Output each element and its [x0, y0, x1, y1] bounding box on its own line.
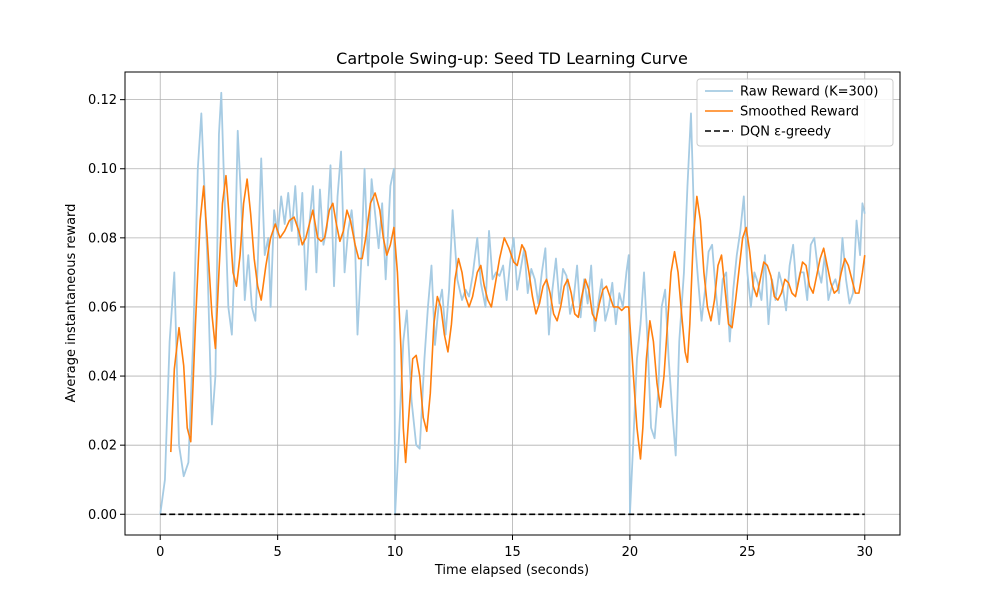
x-tick-label: 30: [856, 545, 873, 560]
x-axis: 0 5 10 15 20 25 30: [156, 535, 873, 560]
x-tick-label: 15: [504, 545, 521, 560]
x-tick-label: 25: [739, 545, 756, 560]
y-axis-label: Average instantaneous reward: [64, 204, 79, 403]
plot-area: [159, 91, 866, 516]
y-tick-label: 0.10: [88, 162, 117, 177]
x-tick-label: 20: [622, 545, 639, 560]
legend-box: [696, 78, 894, 147]
legend-label: Raw Reward (K=300): [740, 85, 878, 100]
y-axis: 0.00 0.02 0.04 0.06 0.08 0.10 0.12: [88, 93, 125, 523]
raw-reward-line: [159, 91, 866, 516]
y-tick-label: 0.00: [88, 508, 117, 523]
y-tick-label: 0.02: [88, 439, 117, 454]
y-tick-label: 0.04: [88, 370, 117, 385]
y-tick-label: 0.06: [88, 300, 117, 315]
y-tick-label: 0.08: [88, 231, 117, 246]
x-tick-label: 5: [274, 545, 282, 560]
legend-label: Smoothed Reward: [740, 105, 859, 120]
smoothed-reward-line: [170, 174, 866, 464]
y-tick-label: 0.12: [88, 93, 117, 108]
legend: Raw Reward (K=300) Smoothed Reward DQN ε-g…: [696, 78, 894, 147]
chart-title: Cartpole Swing-up: Seed TD Learning Curv…: [336, 49, 688, 68]
x-axis-label: Time elapsed (seconds): [434, 563, 589, 578]
legend-label: DQN ε-greedy: [740, 125, 831, 140]
x-tick-label: 10: [387, 545, 404, 560]
x-tick-label: 0: [156, 545, 164, 560]
